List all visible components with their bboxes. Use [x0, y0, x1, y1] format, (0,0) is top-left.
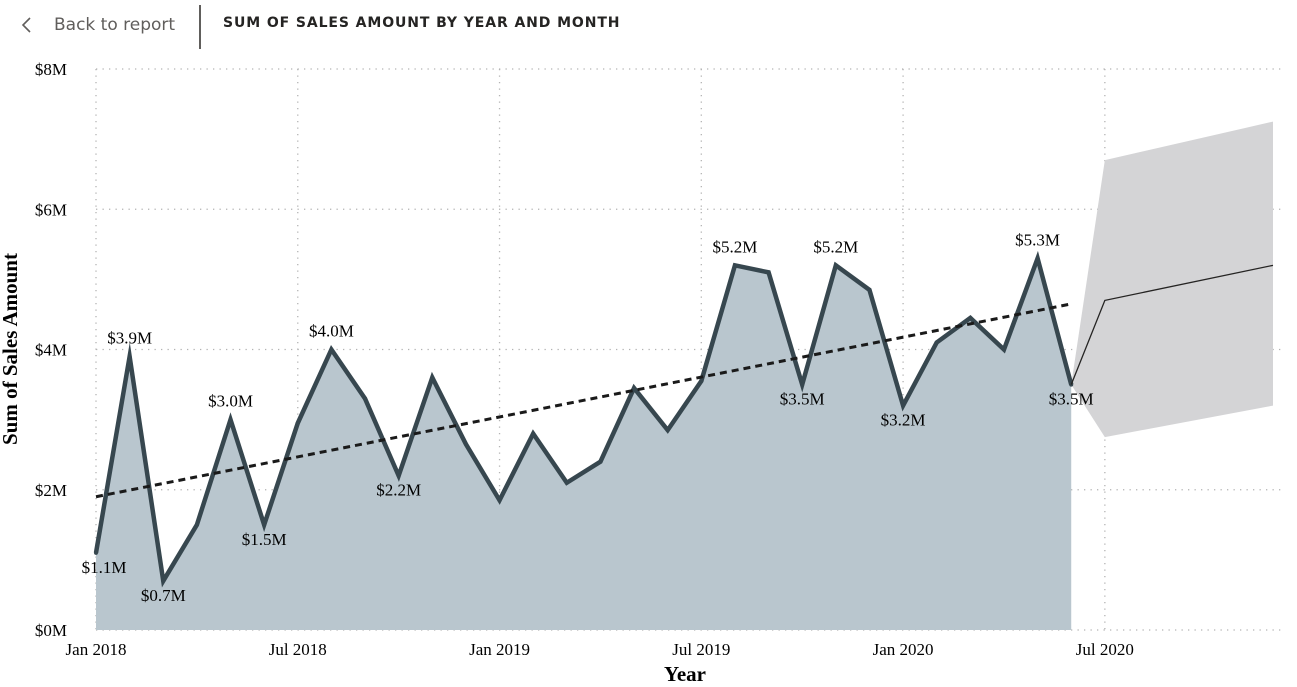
sales-point: [699, 379, 704, 384]
sales-point: [127, 354, 132, 359]
sales-point: [295, 421, 300, 426]
forecast-line: [1070, 264, 1274, 385]
sales-point: [665, 428, 670, 433]
forecast-confidence-band: [1071, 121, 1273, 438]
data-label: $3.5M: [780, 390, 825, 409]
back-to-report-button[interactable]: Back to report: [18, 12, 175, 38]
sales-point: [396, 473, 401, 478]
forecast-band-layer: [1071, 121, 1273, 438]
visual-title: SUM OF SALES AMOUNT BY YEAR AND MONTH: [223, 15, 621, 31]
y-tick-label: $8M: [35, 60, 67, 79]
data-label: $3.0M: [208, 392, 253, 411]
sales-point: [564, 480, 569, 485]
sales-point: [262, 522, 267, 527]
data-label: $4.0M: [309, 322, 354, 341]
sales-point: [329, 347, 334, 352]
trend-line: [95, 302, 1072, 499]
sales-point: [833, 263, 838, 268]
data-labels: $1.1M $3.9M $0.7M $3.0M $1.5M $4.0M $2.2M $5.2M…: [82, 230, 1094, 605]
sales-point: [901, 403, 906, 408]
trend-line-layer: [95, 302, 1072, 499]
sales-point: [968, 315, 973, 320]
sales-point: [766, 270, 771, 275]
chevron-left-icon: [21, 17, 31, 33]
sales-point: [800, 382, 805, 387]
data-label: $1.1M: [82, 558, 127, 577]
sales-point: [363, 396, 368, 401]
axes: $0M $2M $4M $6M $8M Jan 2018 Jul 2018 Jan 2019 J…: [0, 60, 1134, 686]
x-tick-label: Jul 2020: [1076, 640, 1134, 659]
sales-point: [1035, 256, 1040, 261]
y-tick-label: $6M: [35, 200, 67, 219]
data-label: $5.2M: [813, 237, 858, 256]
sales-line-layer[interactable]: [93, 250, 1074, 588]
sales-point: [94, 550, 98, 555]
y-axis-title: Sum of Sales Amount: [0, 253, 22, 445]
data-label: $3.9M: [107, 329, 152, 348]
sales-point: [1001, 347, 1006, 352]
x-tick-label: Jan 2020: [873, 640, 934, 659]
y-tick-label: $0M: [35, 621, 67, 640]
sales-series-line: [93, 250, 1074, 588]
data-label: $2.2M: [376, 481, 421, 500]
sales-point: [161, 578, 166, 583]
sales-point: [934, 340, 939, 345]
y-tick-label: $4M: [35, 341, 67, 360]
sales-point: [463, 442, 468, 447]
x-tick-label: Jan 2019: [469, 640, 530, 659]
data-label: $5.3M: [1015, 230, 1060, 249]
x-axis-title: Year: [664, 662, 706, 686]
sales-point: [430, 375, 435, 380]
sales-point: [228, 417, 233, 422]
sales-point: [867, 287, 872, 292]
sales-point: [531, 431, 536, 436]
sales-area-layer: [96, 258, 1072, 630]
sales-point: [632, 386, 637, 391]
back-label: Back to report: [54, 15, 176, 35]
data-label: $3.5M: [1049, 390, 1094, 409]
sales-point: [497, 498, 502, 503]
data-label: $3.2M: [881, 411, 926, 430]
top-bar: Back to report SUM OF SALES AMOUNT BY YE…: [0, 0, 1297, 50]
sales-point: [732, 263, 737, 268]
data-label: $5.2M: [713, 237, 758, 256]
data-label: $0.7M: [141, 586, 186, 605]
sales-point: [598, 459, 603, 464]
forecast-line-layer: [1070, 264, 1274, 385]
sales-area: [96, 258, 1072, 630]
y-tick-label: $2M: [35, 481, 67, 500]
sales-point: [194, 522, 199, 527]
x-tick-label: Jul 2018: [269, 640, 327, 659]
x-tick-label: Jan 2018: [66, 640, 127, 659]
data-label: $1.5M: [242, 530, 287, 549]
header-divider: [199, 5, 201, 49]
x-tick-label: Jul 2019: [672, 640, 730, 659]
